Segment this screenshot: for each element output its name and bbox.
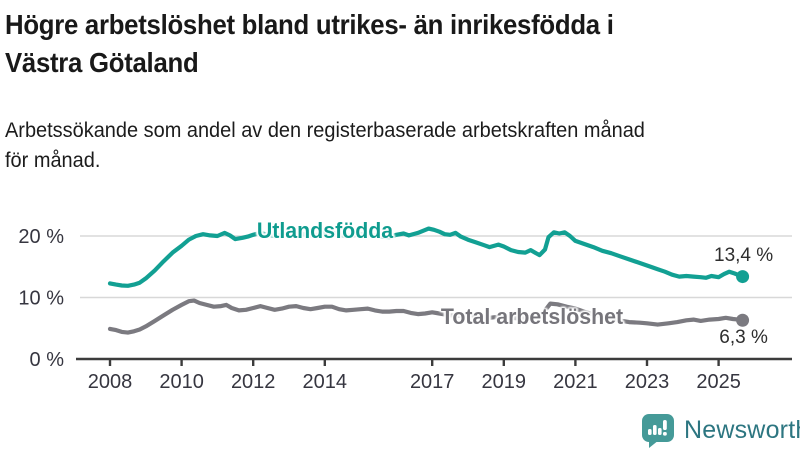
series-line-1 <box>107 298 745 335</box>
x-tick-label: 2010 <box>159 371 204 393</box>
series-line-0 <box>107 226 745 288</box>
x-tick-label: 2021 <box>553 371 598 393</box>
x-tick-label: 2012 <box>231 371 276 393</box>
end-value-label-utlandsfodda: 13,4 % <box>714 244 774 266</box>
title-line-2: Västra Götaland <box>5 47 199 78</box>
chart-subtitle: Arbetssökande som andel av den registerb… <box>5 116 645 176</box>
page-title: Högre arbetslöshet bland utrikes- än inr… <box>5 6 614 82</box>
y-tick-label: 10 % <box>18 288 64 310</box>
x-tick-label: 2014 <box>303 371 348 393</box>
title-line-1: Högre arbetslöshet bland utrikes- än inr… <box>5 9 614 40</box>
x-tick-label: 2008 <box>88 371 133 393</box>
series-label-utlandsfodda: Utlandsfödda <box>256 218 393 244</box>
y-tick-label: 0 % <box>30 349 65 371</box>
series-end-dot-1 <box>736 313 750 327</box>
newsworthy-wordmark: Newsworthy <box>684 415 800 444</box>
x-tick-label: 2017 <box>410 371 455 393</box>
series-end-dot-0 <box>736 270 750 284</box>
y-tick-label: 20 % <box>18 226 64 248</box>
subtitle-line-1: Arbetssökande som andel av den registerb… <box>5 119 645 142</box>
subtitle-line-2: för månad. <box>5 149 101 172</box>
newsworthy-logo[interactable]: Newsworthy <box>641 412 800 448</box>
x-tick-label: 2019 <box>482 371 527 393</box>
end-value-label-total-arbetsloshet: 6,3 % <box>719 327 768 349</box>
x-tick-label: 2025 <box>696 371 741 393</box>
newsworthy-logo-icon <box>642 414 674 448</box>
series-label-total-arbetsloshet: Total arbetslöshet <box>441 303 624 329</box>
x-tick-label: 2023 <box>625 371 670 393</box>
